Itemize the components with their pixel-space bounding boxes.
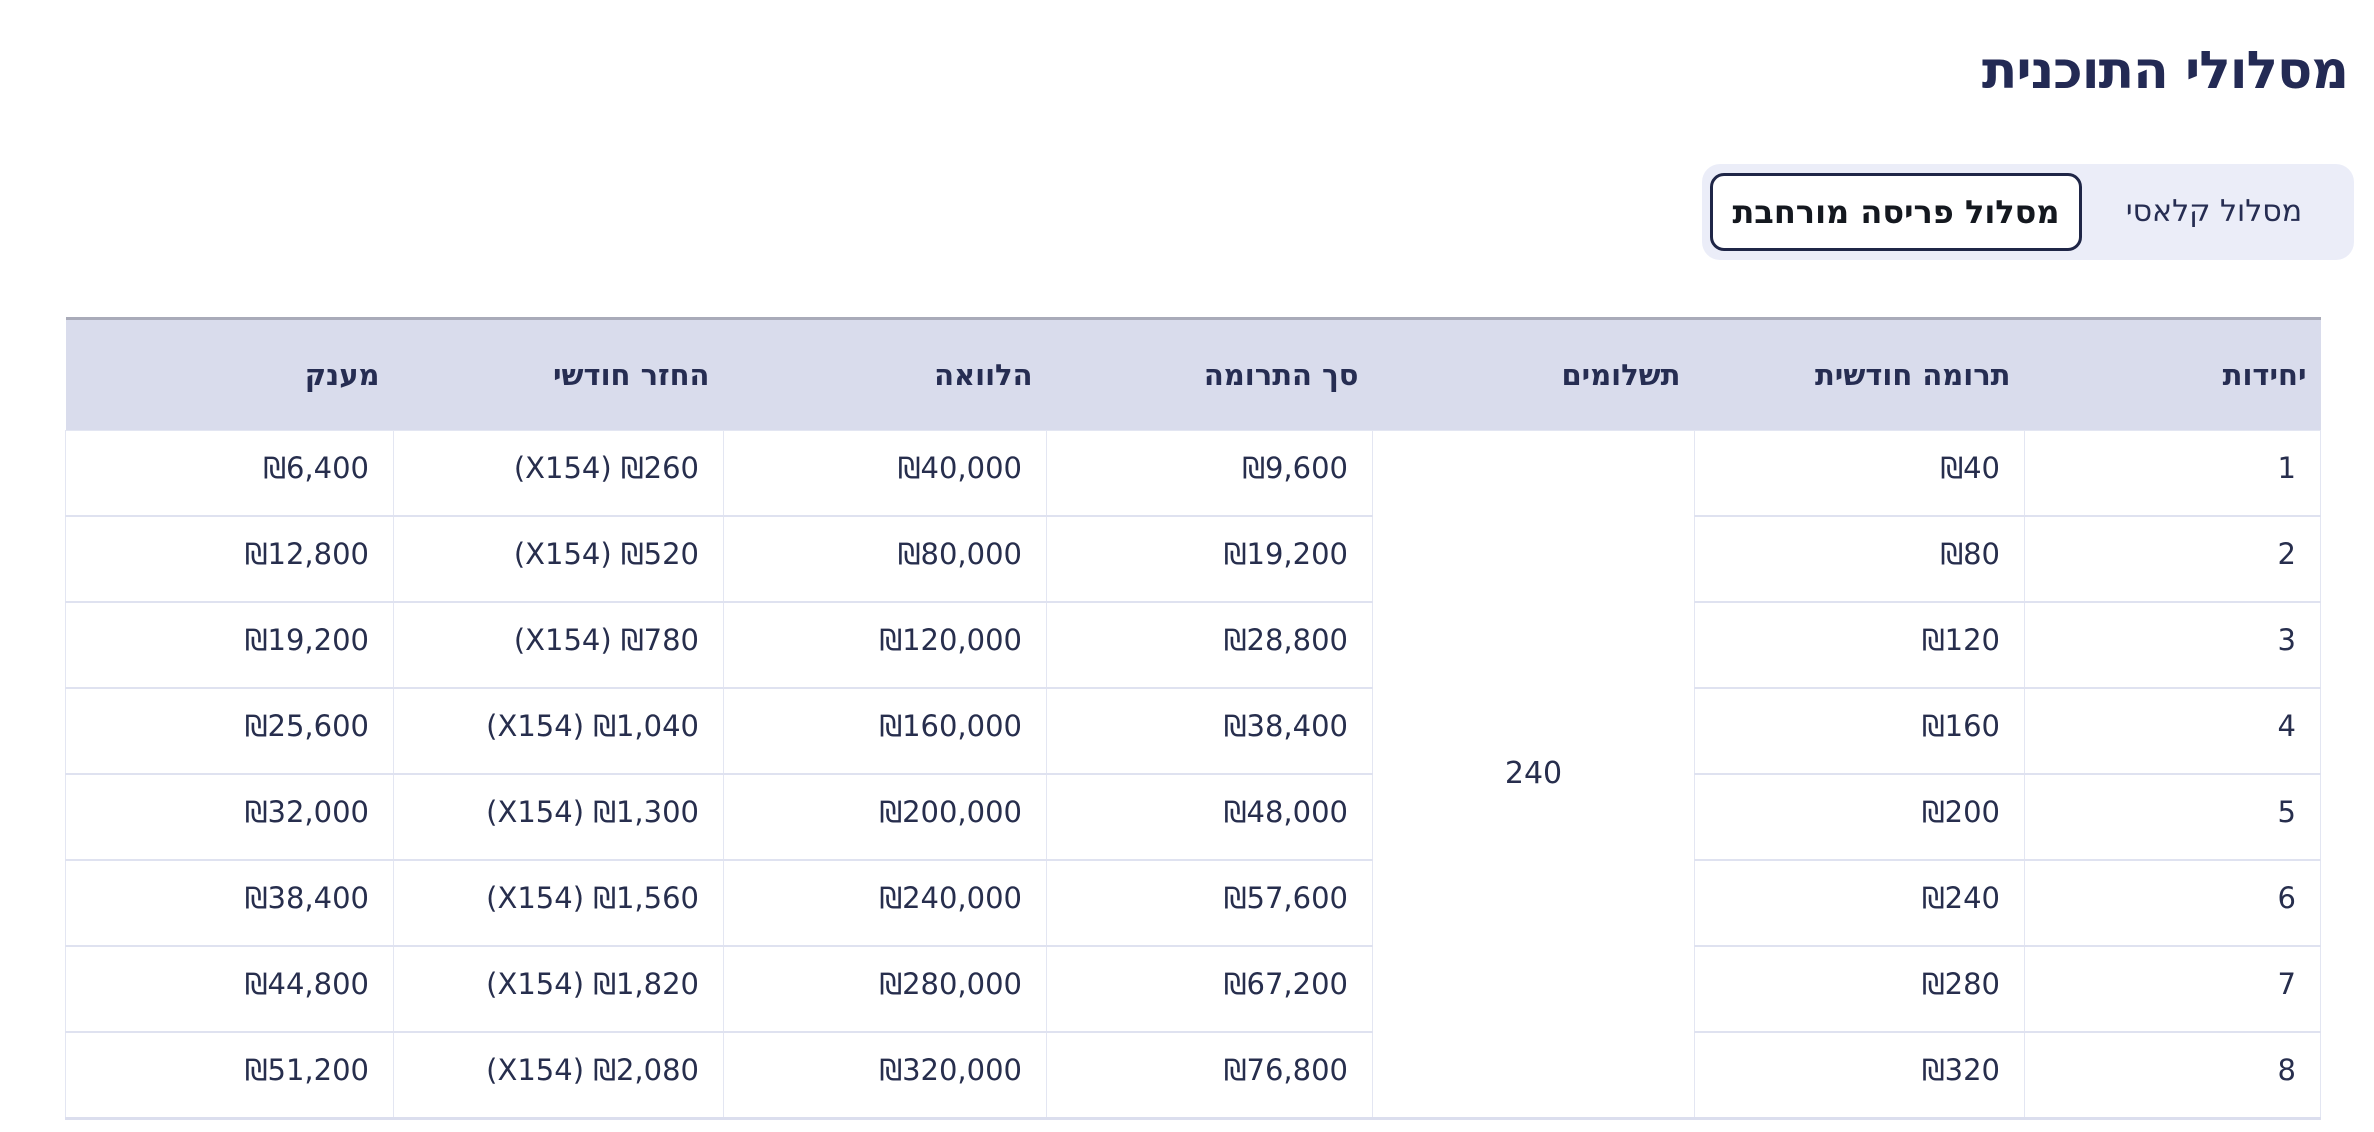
cell-loan: ₪240,000 xyxy=(723,859,1047,948)
cell-loan: ₪160,000 xyxy=(723,687,1047,776)
header-total-contribution: סך התרומה xyxy=(1046,316,1373,431)
cell-loan: ₪40,000 xyxy=(723,429,1047,518)
cell-monthly-contribution: ₪80 xyxy=(1694,515,2025,604)
cell-grant: ₪25,600 xyxy=(65,687,394,776)
cell-grant: ₪32,000 xyxy=(65,773,394,862)
track-toggle-wrap: מסלול קלאסי מסלול פריסה מורחבת xyxy=(0,163,2354,260)
cell-loan: ₪120,000 xyxy=(723,601,1047,690)
cell-units: 7 xyxy=(2024,945,2321,1034)
cell-monthly-repayment: (X154) ₪780 xyxy=(393,601,724,690)
cell-units: 1 xyxy=(2024,429,2321,518)
table-row: 2 ₪80 ₪19,200 ₪80,000 (X154) ₪520 ₪12,80… xyxy=(65,515,2321,604)
header-loan: הלוואה xyxy=(723,316,1047,431)
header-monthly-contribution: תרומה חודשית xyxy=(1694,316,2025,431)
cell-units: 6 xyxy=(2024,859,2321,948)
cell-units: 4 xyxy=(2024,687,2321,776)
cell-monthly-contribution: ₪120 xyxy=(1694,601,2025,690)
cell-grant: ₪44,800 xyxy=(65,945,394,1034)
cell-monthly-repayment: (X154) ₪1,560 xyxy=(393,859,724,948)
cell-grant: ₪38,400 xyxy=(65,859,394,948)
cell-monthly-repayment: (X154) ₪520 xyxy=(393,515,724,604)
table-header: יחידות תרומה חודשית תשלומים סך התרומה הל… xyxy=(65,316,2321,431)
cell-monthly-contribution: ₪280 xyxy=(1694,945,2025,1034)
cell-grant: ₪6,400 xyxy=(65,429,394,518)
cell-monthly-repayment: (X154) ₪260 xyxy=(393,429,724,518)
cell-total-contribution: ₪57,600 xyxy=(1046,859,1373,948)
cell-units: 3 xyxy=(2024,601,2321,690)
cell-units: 8 xyxy=(2024,1031,2321,1120)
cell-total-contribution: ₪28,800 xyxy=(1046,601,1373,690)
header-grant: מענק xyxy=(65,316,394,431)
table-body: 1 ₪40 240 ₪9,600 ₪40,000 (X154) ₪260 ₪6,… xyxy=(65,429,2321,1120)
header-units: יחידות xyxy=(2024,316,2321,431)
cell-total-contribution: ₪9,600 xyxy=(1046,429,1373,518)
cell-units: 5 xyxy=(2024,773,2321,862)
table-row: 3 ₪120 ₪28,800 ₪120,000 (X154) ₪780 ₪19,… xyxy=(65,601,2321,690)
cell-total-contribution: ₪76,800 xyxy=(1046,1031,1373,1120)
header-payments: תשלומים xyxy=(1372,316,1695,431)
cell-loan: ₪80,000 xyxy=(723,515,1047,604)
table-row: 6 ₪240 ₪57,600 ₪240,000 (X154) ₪1,560 ₪3… xyxy=(65,859,2321,948)
table-row: 8 ₪320 ₪76,800 ₪320,000 (X154) ₪2,080 ₪5… xyxy=(65,1031,2321,1120)
table-row: 7 ₪280 ₪67,200 ₪280,000 (X154) ₪1,820 ₪4… xyxy=(65,945,2321,1034)
table-row: 5 ₪200 ₪48,000 ₪200,000 (X154) ₪1,300 ₪3… xyxy=(65,773,2321,862)
cell-total-contribution: ₪67,200 xyxy=(1046,945,1373,1034)
cell-loan: ₪280,000 xyxy=(723,945,1047,1034)
cell-total-contribution: ₪38,400 xyxy=(1046,687,1373,776)
track-toggle-group: מסלול קלאסי מסלול פריסה מורחבת xyxy=(1702,163,2354,260)
cell-monthly-contribution: ₪40 xyxy=(1694,429,2025,518)
table-row: 1 ₪40 240 ₪9,600 ₪40,000 (X154) ₪260 ₪6,… xyxy=(65,429,2321,1120)
cell-monthly-repayment: (X154) ₪1,820 xyxy=(393,945,724,1034)
cell-grant: ₪12,800 xyxy=(65,515,394,604)
table-row: 4 ₪160 ₪38,400 ₪160,000 (X154) ₪1,040 ₪2… xyxy=(65,687,2321,776)
tracks-table-wrap: יחידות תרומה חודשית תשלומים סך התרומה הל… xyxy=(65,316,2321,1120)
tab-extended-spread-track[interactable]: מסלול פריסה מורחבת xyxy=(1710,172,2082,251)
header-monthly-repayment: החזר חודשי xyxy=(393,316,724,431)
page-title: מסלולי התוכנית xyxy=(1981,41,2349,101)
cell-monthly-repayment: (X154) ₪1,300 xyxy=(393,773,724,862)
cell-loan: ₪320,000 xyxy=(723,1031,1047,1120)
cell-units: 2 xyxy=(2024,515,2321,604)
cell-monthly-repayment: (X154) ₪1,040 xyxy=(393,687,724,776)
cell-loan: ₪200,000 xyxy=(723,773,1047,862)
cell-total-contribution: ₪19,200 xyxy=(1046,515,1373,604)
tracks-table: יחידות תרומה חודשית תשלומים סך התרומה הל… xyxy=(65,316,2321,1120)
cell-total-contribution: ₪48,000 xyxy=(1046,773,1373,862)
cell-grant: ₪19,200 xyxy=(65,601,394,690)
cell-grant: ₪51,200 xyxy=(65,1031,394,1120)
cell-monthly-contribution: ₪160 xyxy=(1694,687,2025,776)
cell-monthly-contribution: ₪240 xyxy=(1694,859,2025,948)
cell-monthly-contribution: ₪200 xyxy=(1694,773,2025,862)
cell-monthly-contribution: ₪320 xyxy=(1694,1031,2025,1120)
cell-monthly-repayment: (X154) ₪2,080 xyxy=(393,1031,724,1120)
header-row: יחידות תרומה חודשית תשלומים סך התרומה הל… xyxy=(65,316,2321,431)
tab-classic-track[interactable]: מסלול קלאסי xyxy=(2082,193,2346,230)
cell-payments-merged: 240 xyxy=(1372,429,1695,1120)
